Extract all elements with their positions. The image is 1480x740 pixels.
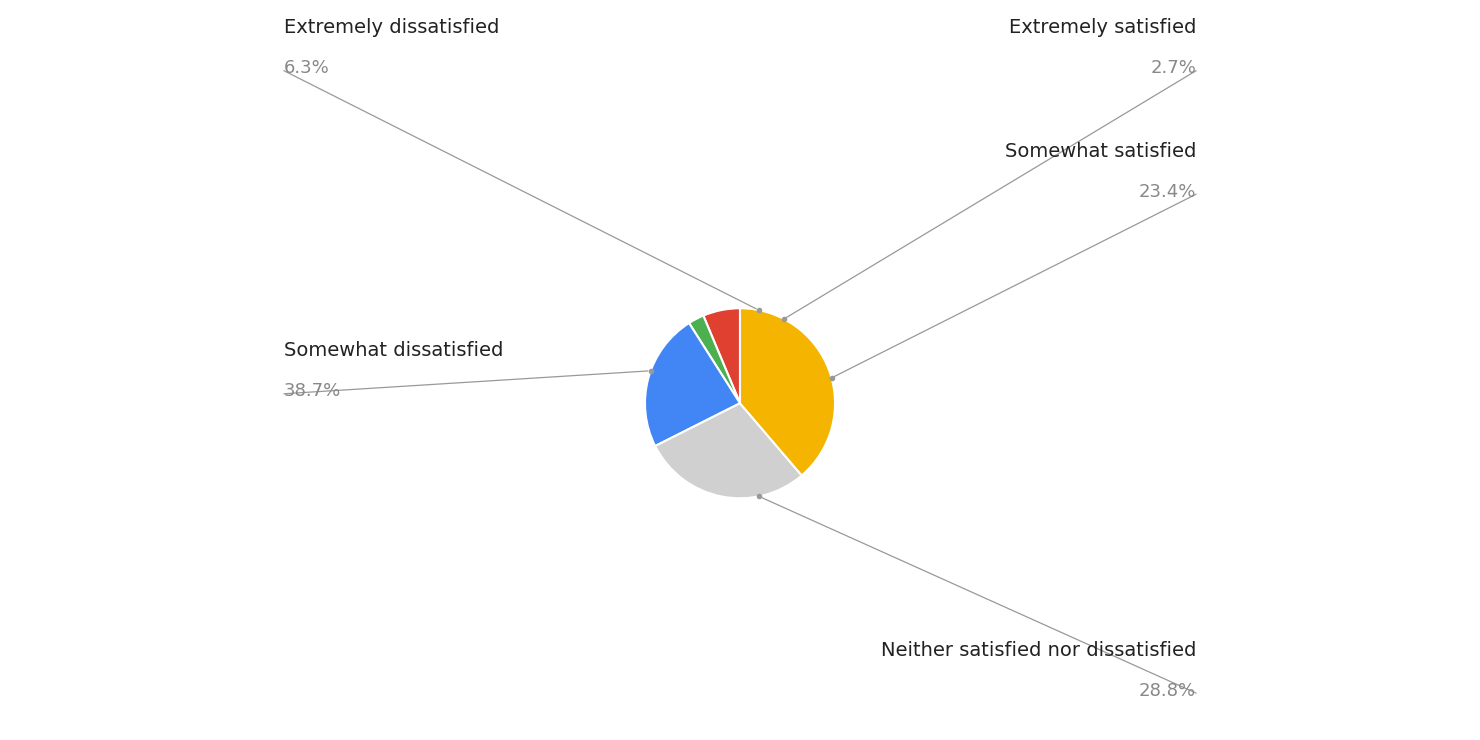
Wedge shape [703, 309, 740, 403]
Wedge shape [645, 323, 740, 446]
Text: Extremely satisfied: Extremely satisfied [1009, 18, 1196, 38]
Wedge shape [656, 403, 802, 498]
Text: Neither satisfied nor dissatisfied: Neither satisfied nor dissatisfied [881, 641, 1196, 660]
Text: Somewhat satisfied: Somewhat satisfied [1005, 142, 1196, 161]
Text: 28.8%: 28.8% [1140, 682, 1196, 700]
Text: 23.4%: 23.4% [1138, 183, 1196, 201]
Text: Extremely dissatisfied: Extremely dissatisfied [284, 18, 499, 38]
Text: 6.3%: 6.3% [284, 59, 330, 78]
Wedge shape [740, 309, 835, 476]
Text: Somewhat dissatisfied: Somewhat dissatisfied [284, 341, 503, 360]
Text: 38.7%: 38.7% [284, 383, 342, 400]
Wedge shape [690, 315, 740, 403]
Text: 2.7%: 2.7% [1150, 59, 1196, 78]
